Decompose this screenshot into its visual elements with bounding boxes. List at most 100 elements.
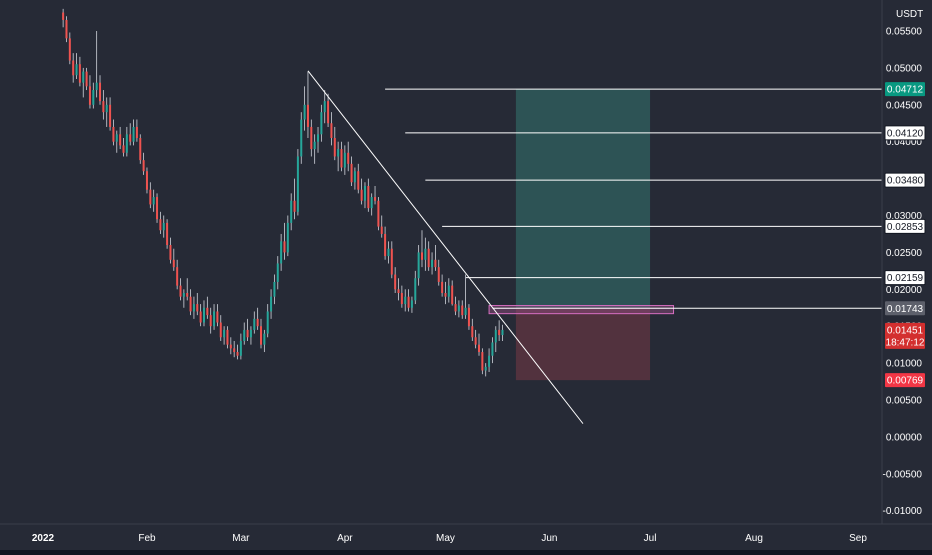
candle-body — [135, 126, 138, 139]
candle-body — [78, 64, 81, 83]
candle-body — [82, 71, 85, 83]
candle-body — [263, 333, 266, 345]
candle-body — [353, 171, 356, 183]
time-axis[interactable]: 2022 Feb Mar Apr May Jun Jul Aug Sep — [32, 533, 867, 544]
candle-body — [320, 112, 323, 135]
candle-body — [397, 289, 400, 293]
y-tick-label: 0.04500 — [886, 100, 923, 111]
candle-body — [461, 305, 464, 316]
candle-body — [431, 259, 434, 268]
level-badge-4-bg — [884, 270, 926, 286]
candle-body — [92, 90, 95, 105]
candle-body — [95, 82, 98, 91]
candle-body — [229, 344, 232, 349]
candle-body — [223, 329, 226, 338]
candle-body — [441, 281, 444, 293]
candle-body — [213, 311, 216, 327]
descending-trend-line — [307, 70, 584, 424]
candle-body — [216, 311, 219, 323]
candle-body — [494, 329, 497, 343]
price-badges: 0.04712 0.04120 0.03480 0.02853 0.02159 0.017… — [884, 82, 926, 388]
x-tick-label: 2022 — [32, 533, 55, 544]
y-tick-label: 0.00000 — [886, 432, 923, 443]
candle-body — [189, 296, 192, 312]
candle-body — [145, 171, 148, 190]
candle-body — [330, 123, 333, 139]
candle-body — [343, 152, 346, 168]
candle-body — [327, 101, 330, 124]
level-badge-1-bg — [884, 125, 926, 141]
candle-body — [350, 163, 353, 183]
candle-body — [88, 86, 91, 105]
stop-zone — [515, 308, 651, 381]
x-tick-label: Apr — [337, 533, 353, 544]
candle-body — [266, 311, 269, 334]
candle-body — [300, 119, 303, 157]
candle-body — [367, 185, 370, 209]
candle-body — [109, 104, 112, 127]
x-tick-label: Feb — [138, 533, 156, 544]
candle-body — [122, 145, 125, 153]
candle-body — [166, 222, 169, 246]
target-zone — [515, 89, 651, 309]
candle-body — [129, 134, 132, 142]
candle-body — [333, 138, 336, 157]
candle-body — [337, 149, 340, 157]
candle-body — [457, 305, 460, 312]
y-tick-label: -0.00500 — [883, 469, 923, 480]
level-badge-1-label: 0.04120 — [887, 128, 924, 139]
candle-body — [239, 340, 242, 356]
candle-body — [186, 292, 189, 297]
current-price-badge-label: 0.01451 — [887, 325, 924, 336]
candle-body — [454, 304, 457, 312]
price-levels — [385, 88, 882, 309]
candle-body — [400, 292, 403, 305]
candle-body — [394, 274, 397, 290]
candle-body — [286, 222, 289, 253]
x-tick-label: May — [436, 533, 455, 544]
candle-body — [498, 329, 501, 336]
x-tick-label: Sep — [849, 533, 867, 544]
candle-body — [159, 219, 162, 231]
candle-body — [219, 322, 222, 338]
candle-body — [202, 307, 205, 323]
candle-body — [246, 329, 249, 338]
candle-body — [112, 126, 115, 142]
candle-body — [176, 267, 179, 286]
candle-body — [478, 344, 481, 353]
candle-body — [152, 197, 155, 205]
candle-body — [156, 197, 159, 220]
candle-body — [360, 189, 363, 201]
candle-body — [139, 138, 142, 161]
candle-body — [162, 222, 165, 231]
stop-price-badge-bg — [885, 373, 925, 388]
candle-body — [451, 285, 454, 305]
candle-body — [206, 307, 209, 316]
candle-body — [102, 101, 105, 113]
candle-body — [447, 285, 450, 297]
candle-body — [75, 64, 78, 76]
candle-body — [249, 329, 252, 338]
candle-body — [384, 233, 387, 257]
candle-body — [390, 248, 393, 275]
level-badge-0-bg — [885, 82, 925, 97]
candle-body — [115, 134, 118, 142]
candle-body — [310, 126, 313, 150]
candle-body — [293, 200, 296, 212]
position-zones — [488, 89, 675, 381]
candle-body — [501, 329, 504, 336]
candle-body — [323, 101, 326, 113]
candle-body — [491, 342, 494, 356]
y-tick-label: 0.05000 — [886, 63, 923, 74]
candle-body — [253, 318, 256, 330]
candle-body — [172, 259, 175, 268]
y-tick-label: 0.02500 — [886, 248, 923, 259]
y-tick-label: 0.02000 — [886, 285, 923, 296]
candle-body — [306, 104, 309, 127]
candle-body — [169, 245, 172, 260]
x-tick-label: Jul — [644, 533, 657, 544]
candle-body — [65, 19, 68, 39]
candle-body — [270, 296, 273, 312]
